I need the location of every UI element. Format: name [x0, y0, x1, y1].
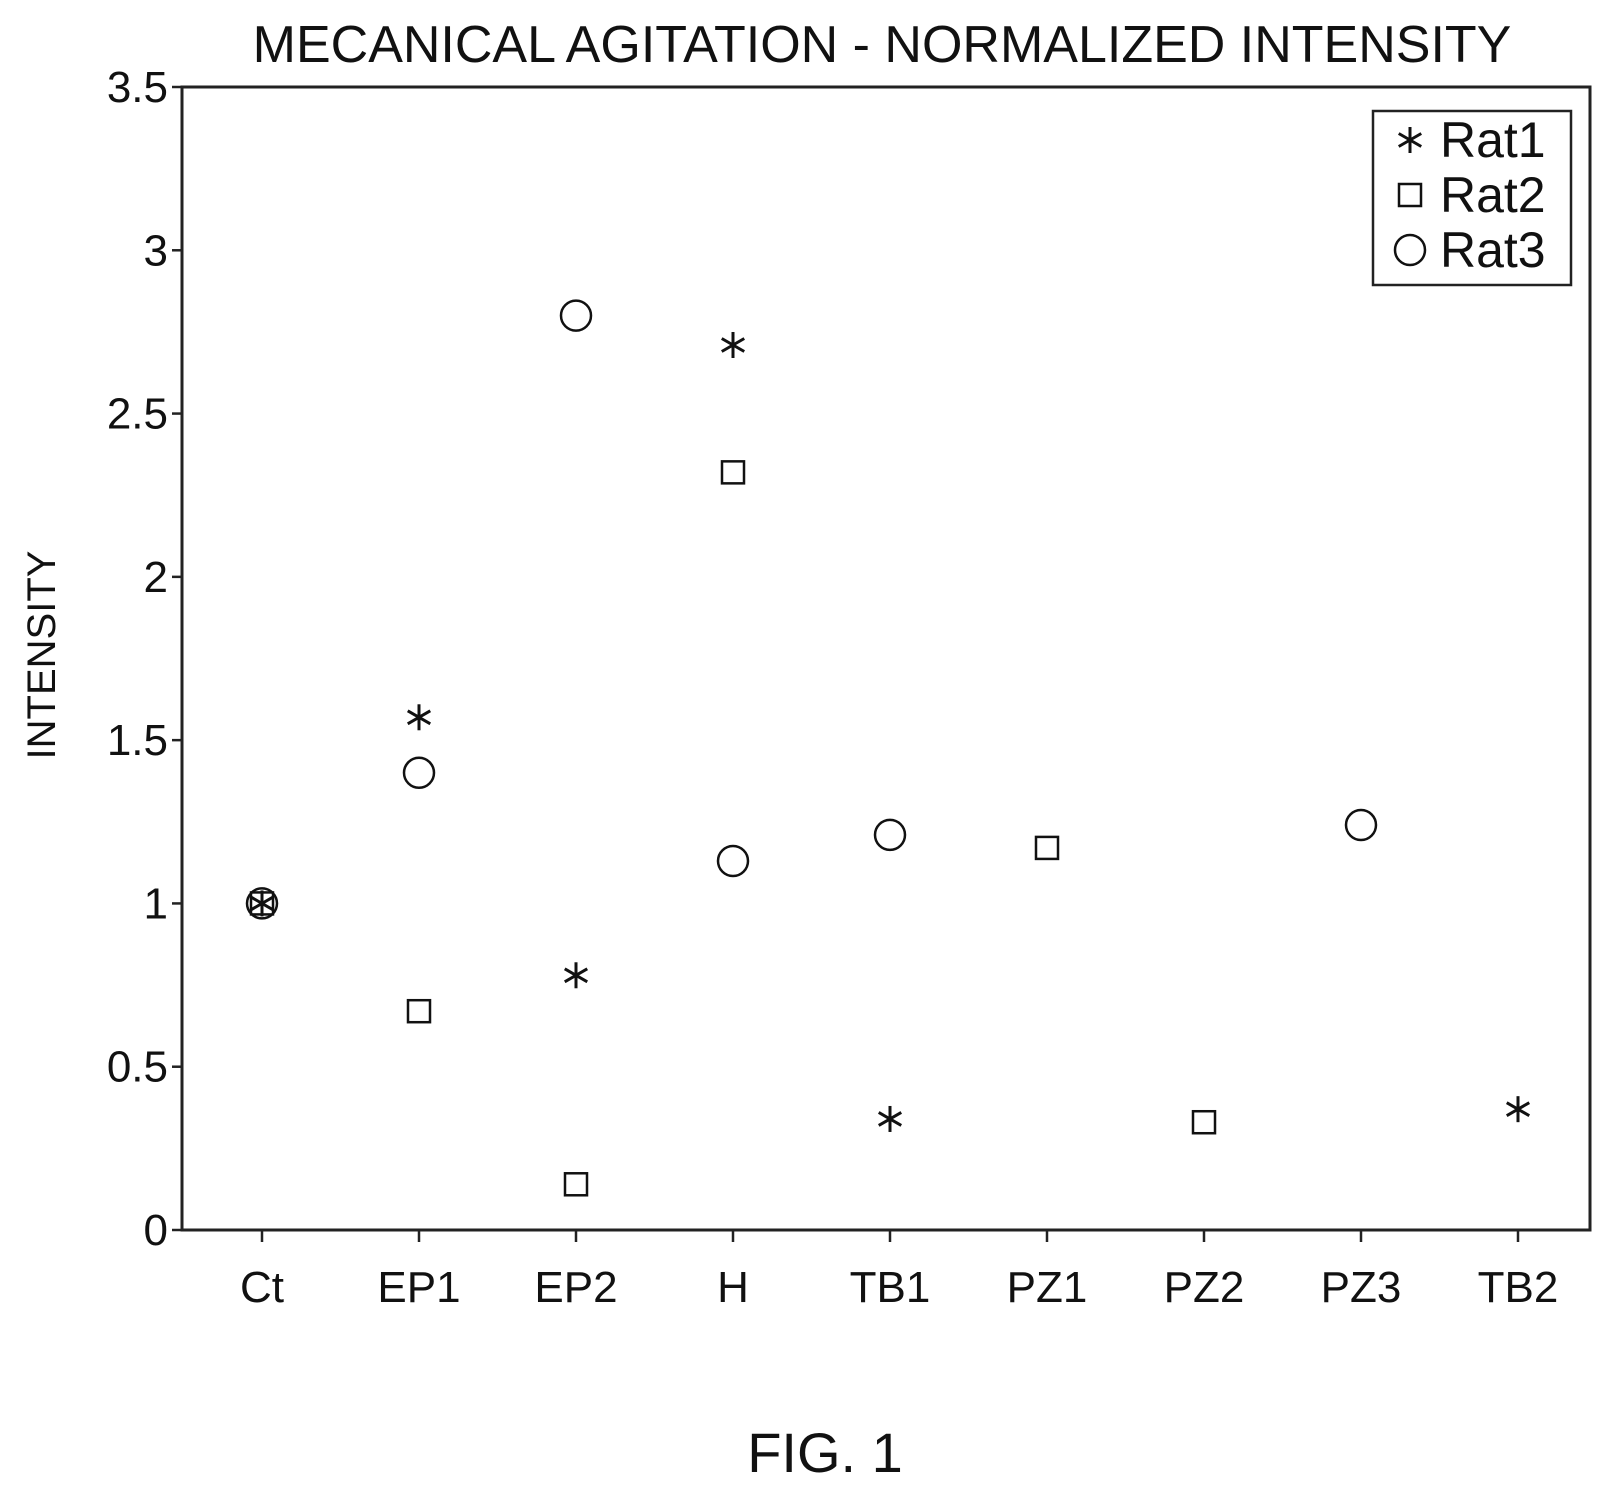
y-axis: 0 0.5 1 1.5 2 2.5 3 3.5 — [107, 63, 182, 1255]
legend-label: Rat2 — [1440, 167, 1546, 223]
rat1-point — [1505, 1096, 1531, 1123]
legend-label: Rat3 — [1440, 222, 1546, 278]
x-tick-label: TB2 — [1478, 1263, 1559, 1312]
x-tick-label: H — [717, 1263, 749, 1312]
chart-title: MECANICAL AGITATION - NORMALIZED INTENSI… — [253, 16, 1512, 74]
legend-label: Rat1 — [1440, 112, 1546, 168]
y-axis-label: INTENSITY — [20, 551, 64, 760]
y-tick-label: 1.5 — [107, 716, 168, 765]
y-tick-label: 3.5 — [107, 63, 168, 112]
y-tick-label: 2.5 — [107, 390, 168, 439]
legend-box — [1371, 109, 1573, 287]
y-tick-label: 1 — [144, 879, 168, 928]
rat2-point — [1034, 835, 1060, 861]
rat1-point — [877, 1105, 903, 1132]
legend-marker-rat3 — [1393, 233, 1427, 267]
x-tick-label: PZ2 — [1164, 1263, 1245, 1312]
x-tick-label: EP1 — [377, 1263, 460, 1312]
x-tick-label: Ct — [240, 1263, 284, 1312]
rat3-point — [716, 844, 750, 878]
rat3-point — [559, 299, 593, 332]
data-points — [245, 299, 1531, 1197]
rat2-point — [720, 460, 746, 485]
x-axis: Ct EP1 EP2 H TB1 PZ1 PZ2 PZ3 TB2 — [240, 1230, 1558, 1312]
rat2-point — [1191, 1109, 1217, 1135]
plot-frame — [180, 85, 1592, 1232]
y-tick-label: 0.5 — [107, 1043, 168, 1092]
rat3-point — [1344, 808, 1378, 842]
legend-marker-rat2 — [1397, 182, 1423, 208]
rat3-point — [873, 818, 907, 852]
rat2-point — [249, 891, 275, 916]
y-tick-label: 0 — [144, 1206, 168, 1255]
rat1-point — [249, 890, 275, 917]
rat1-point — [406, 704, 432, 731]
x-tick-label: PZ3 — [1321, 1263, 1402, 1312]
legend-marker-rat1 — [1397, 127, 1423, 153]
x-tick-label: EP2 — [534, 1263, 617, 1312]
x-tick-label: PZ1 — [1007, 1263, 1088, 1312]
y-tick-label: 2 — [144, 553, 168, 602]
rat1-point — [563, 962, 589, 989]
rat2-point — [563, 1172, 589, 1197]
rat2-point — [406, 998, 432, 1024]
rat3-point — [245, 887, 279, 920]
rat1-point — [720, 331, 746, 358]
y-tick-label: 3 — [144, 226, 168, 275]
figure-caption: FIG. 1 — [747, 1421, 903, 1484]
rat3-point — [402, 756, 436, 790]
x-tick-label: TB1 — [850, 1263, 931, 1312]
